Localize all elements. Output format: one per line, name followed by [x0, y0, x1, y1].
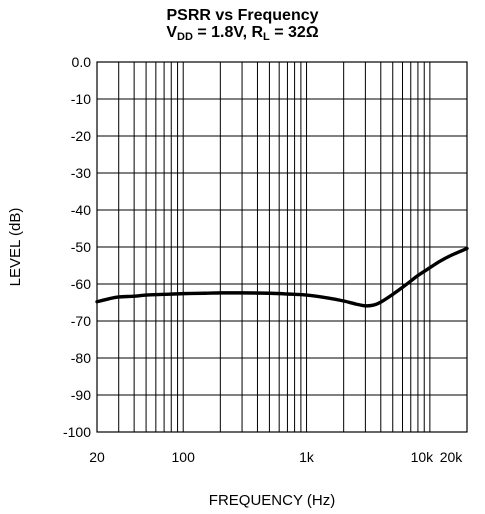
- y-tick-label: -40: [71, 202, 91, 218]
- y-tick-label: -10: [71, 91, 91, 107]
- subtitle-r-sub: L: [263, 31, 270, 43]
- x-tick-label: 20: [89, 449, 105, 465]
- x-tick-label: 10k: [411, 449, 435, 465]
- y-tick-label: -30: [71, 165, 91, 181]
- y-tick-label: -60: [71, 276, 91, 292]
- y-tick-label: 0.0: [72, 54, 92, 70]
- series-line: [95, 246, 469, 308]
- x-tick-label: 100: [172, 449, 196, 465]
- x-axis-label: FREQUENCY (Hz): [209, 492, 335, 509]
- subtitle-v-sub: DD: [177, 31, 193, 43]
- x-tick-label: 1k: [299, 449, 315, 465]
- x-tick-labels: 20 100 1k 10k 20k: [89, 449, 463, 465]
- x-tick-label: 20k: [440, 449, 464, 465]
- y-tick-labels: 0.0 -10 -20 -30 -40 -50 -60 -70 -80 -90 -100: [63, 54, 91, 440]
- y-tick-label: -90: [71, 387, 91, 403]
- chart-title: PSRR vs Frequency: [166, 7, 319, 24]
- subtitle-r-rest: = 32Ω: [269, 24, 319, 41]
- subtitle-v-rest: = 1.8V, R: [192, 24, 264, 41]
- y-tick-label: -20: [71, 128, 91, 144]
- y-tick-label: -100: [63, 424, 91, 440]
- y-tick-label: -80: [71, 350, 91, 366]
- grid: [97, 61, 467, 433]
- chart-subtitle: VDD = 1.8V, RL = 32Ω: [0, 24, 485, 43]
- subtitle-v: V: [166, 24, 178, 41]
- y-tick-label: -70: [71, 313, 91, 329]
- y-tick-label: -50: [71, 239, 91, 255]
- y-axis-label: LEVEL (dB): [7, 208, 24, 287]
